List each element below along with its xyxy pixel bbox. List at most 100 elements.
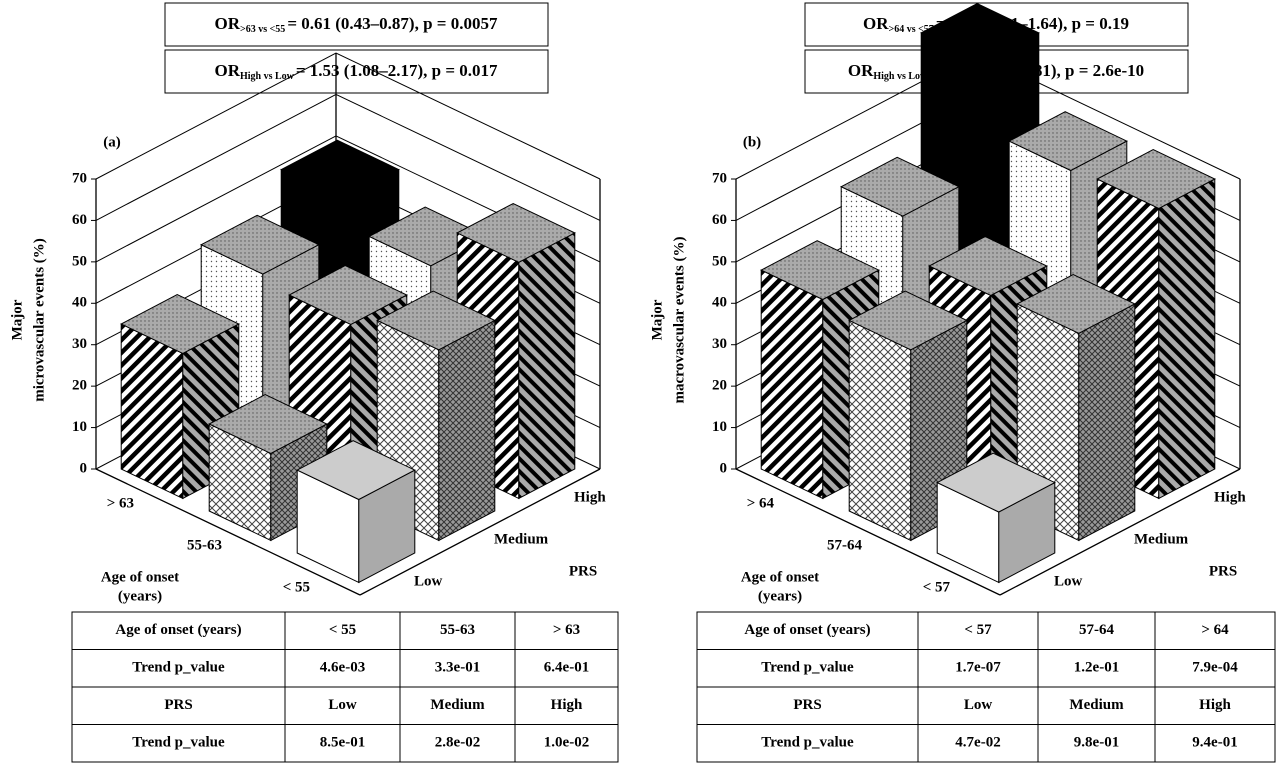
table-cell	[696, 611, 919, 650]
y-tick-label: 30	[72, 336, 87, 352]
bar-top-face	[848, 290, 968, 351]
table-cell	[1154, 649, 1276, 688]
table-cell	[71, 611, 286, 650]
bar-top-face	[840, 156, 960, 217]
prs-tick-label: High	[1214, 489, 1246, 505]
bar	[936, 452, 1056, 584]
age-axis-label: Age of onset	[741, 569, 819, 585]
table-cell	[71, 649, 286, 688]
bar	[376, 290, 496, 542]
annotation: OR>63 vs <55 = 0.61 (0.43–0.87), p = 0.00…	[215, 14, 498, 35]
bar-top-face	[120, 294, 240, 354]
table-text: 2.8e-02	[435, 735, 480, 751]
y-tick-label: 10	[72, 419, 87, 435]
table-text: 1.7e-07	[955, 660, 1001, 676]
bar-top-face	[208, 394, 328, 454]
table-text: Trend p_value	[761, 660, 854, 676]
table-text: 57-64	[1079, 622, 1114, 638]
bar-top-face	[456, 202, 576, 263]
bar-right-face	[1078, 303, 1136, 542]
annotation-text: = 1.53 (1.08–2.17), p = 0.017	[296, 61, 498, 80]
table-cell	[399, 724, 516, 763]
y-tick-label: 20	[712, 378, 727, 394]
age-axis-label: Age of onset	[101, 569, 179, 585]
bar-top-face	[376, 290, 496, 351]
table-text: Age of onset (years)	[115, 622, 241, 638]
prs-tick-label: Low	[414, 573, 443, 589]
table-text: Trend p_value	[132, 735, 225, 751]
age-tick-label: < 55	[283, 579, 310, 595]
age-tick-label: > 63	[107, 495, 134, 511]
bar-left-face	[848, 319, 912, 542]
table-cell	[1154, 724, 1276, 763]
bar-top-face	[200, 214, 320, 275]
panel-label: (b)	[743, 134, 761, 150]
bar	[296, 440, 416, 584]
y-tick-label: 0	[720, 460, 728, 476]
y-tick-label: 60	[72, 212, 87, 228]
annotation-main: OR	[215, 14, 241, 33]
age-axis-label: (years)	[758, 588, 802, 604]
panel: OR>64 vs <57 = 1.22 (0.91–1.64), p = 0.19…	[649, 2, 1276, 763]
table-cell	[514, 724, 619, 763]
annotation-main: OR	[214, 61, 240, 80]
table-text: 1.0e-02	[544, 735, 589, 751]
table-text: 6.4e-01	[544, 660, 589, 676]
table-text: 3.3e-01	[435, 660, 480, 676]
prs-tick-label: Medium	[494, 531, 549, 547]
table-text: < 55	[329, 622, 356, 638]
bar	[848, 290, 968, 542]
y-tick-label: 50	[72, 253, 87, 269]
bar-top-face	[288, 265, 408, 325]
y-axis-label: Major	[649, 299, 665, 340]
annotation-main: OR	[848, 61, 874, 80]
age-tick-label: 55-63	[187, 537, 222, 553]
grid-line	[95, 52, 601, 180]
table-cell	[917, 686, 1039, 725]
floor-edge	[999, 468, 1241, 596]
y-tick-label: 70	[72, 170, 87, 186]
bar-left-face	[120, 323, 184, 500]
table-text: PRS	[793, 697, 821, 713]
bar-top-face	[920, 2, 1040, 63]
bar-left-face	[760, 269, 824, 500]
prs-axis-label: PRS	[1209, 563, 1237, 579]
table-text: Trend p_value	[761, 735, 854, 751]
table-text: Low	[328, 697, 357, 713]
annotation: ORHigh vs Low = 1.53 (1.08–2.17), p = 0.0…	[214, 61, 498, 82]
floor-edge	[95, 468, 361, 596]
y-axis-label: Major	[9, 299, 25, 340]
table-cell	[399, 611, 516, 650]
y-tick-label: 20	[72, 378, 87, 394]
table-cell	[1037, 724, 1156, 763]
table-text: Trend p_value	[132, 660, 225, 676]
table-text: Low	[964, 697, 993, 713]
table-text: 7.9e-04	[1192, 660, 1238, 676]
y-tick-label: 50	[712, 253, 727, 269]
bar-top-face	[936, 452, 1056, 513]
table-cell	[917, 724, 1039, 763]
table-cell	[399, 686, 516, 725]
table-text: > 63	[553, 622, 580, 638]
bar-top-face	[1096, 149, 1216, 209]
bar-top-face	[280, 139, 400, 200]
table-text: Medium	[430, 697, 485, 713]
panel: OR>63 vs <55 = 0.61 (0.43–0.87), p = 0.00…	[9, 2, 619, 763]
table-text: PRS	[164, 697, 192, 713]
table-text: High	[1199, 697, 1231, 713]
table-text: 4.6e-03	[320, 660, 365, 676]
prs-axis-label: PRS	[569, 563, 597, 579]
annotation-text: = 0.61 (0.43–0.87), p = 0.0057	[287, 14, 498, 33]
table-cell	[917, 611, 1039, 650]
floor-edge	[735, 468, 1001, 596]
table-cell	[284, 649, 401, 688]
bar-top-face	[1016, 273, 1136, 334]
table-cell	[696, 686, 919, 725]
table-text: 55-63	[440, 622, 475, 638]
panel-label: (a)	[103, 134, 121, 150]
annotation-sub: High vs Low	[873, 71, 928, 82]
y-tick-label: 40	[712, 295, 727, 311]
y-tick-label: 60	[712, 212, 727, 228]
y-tick-label: 30	[712, 336, 727, 352]
